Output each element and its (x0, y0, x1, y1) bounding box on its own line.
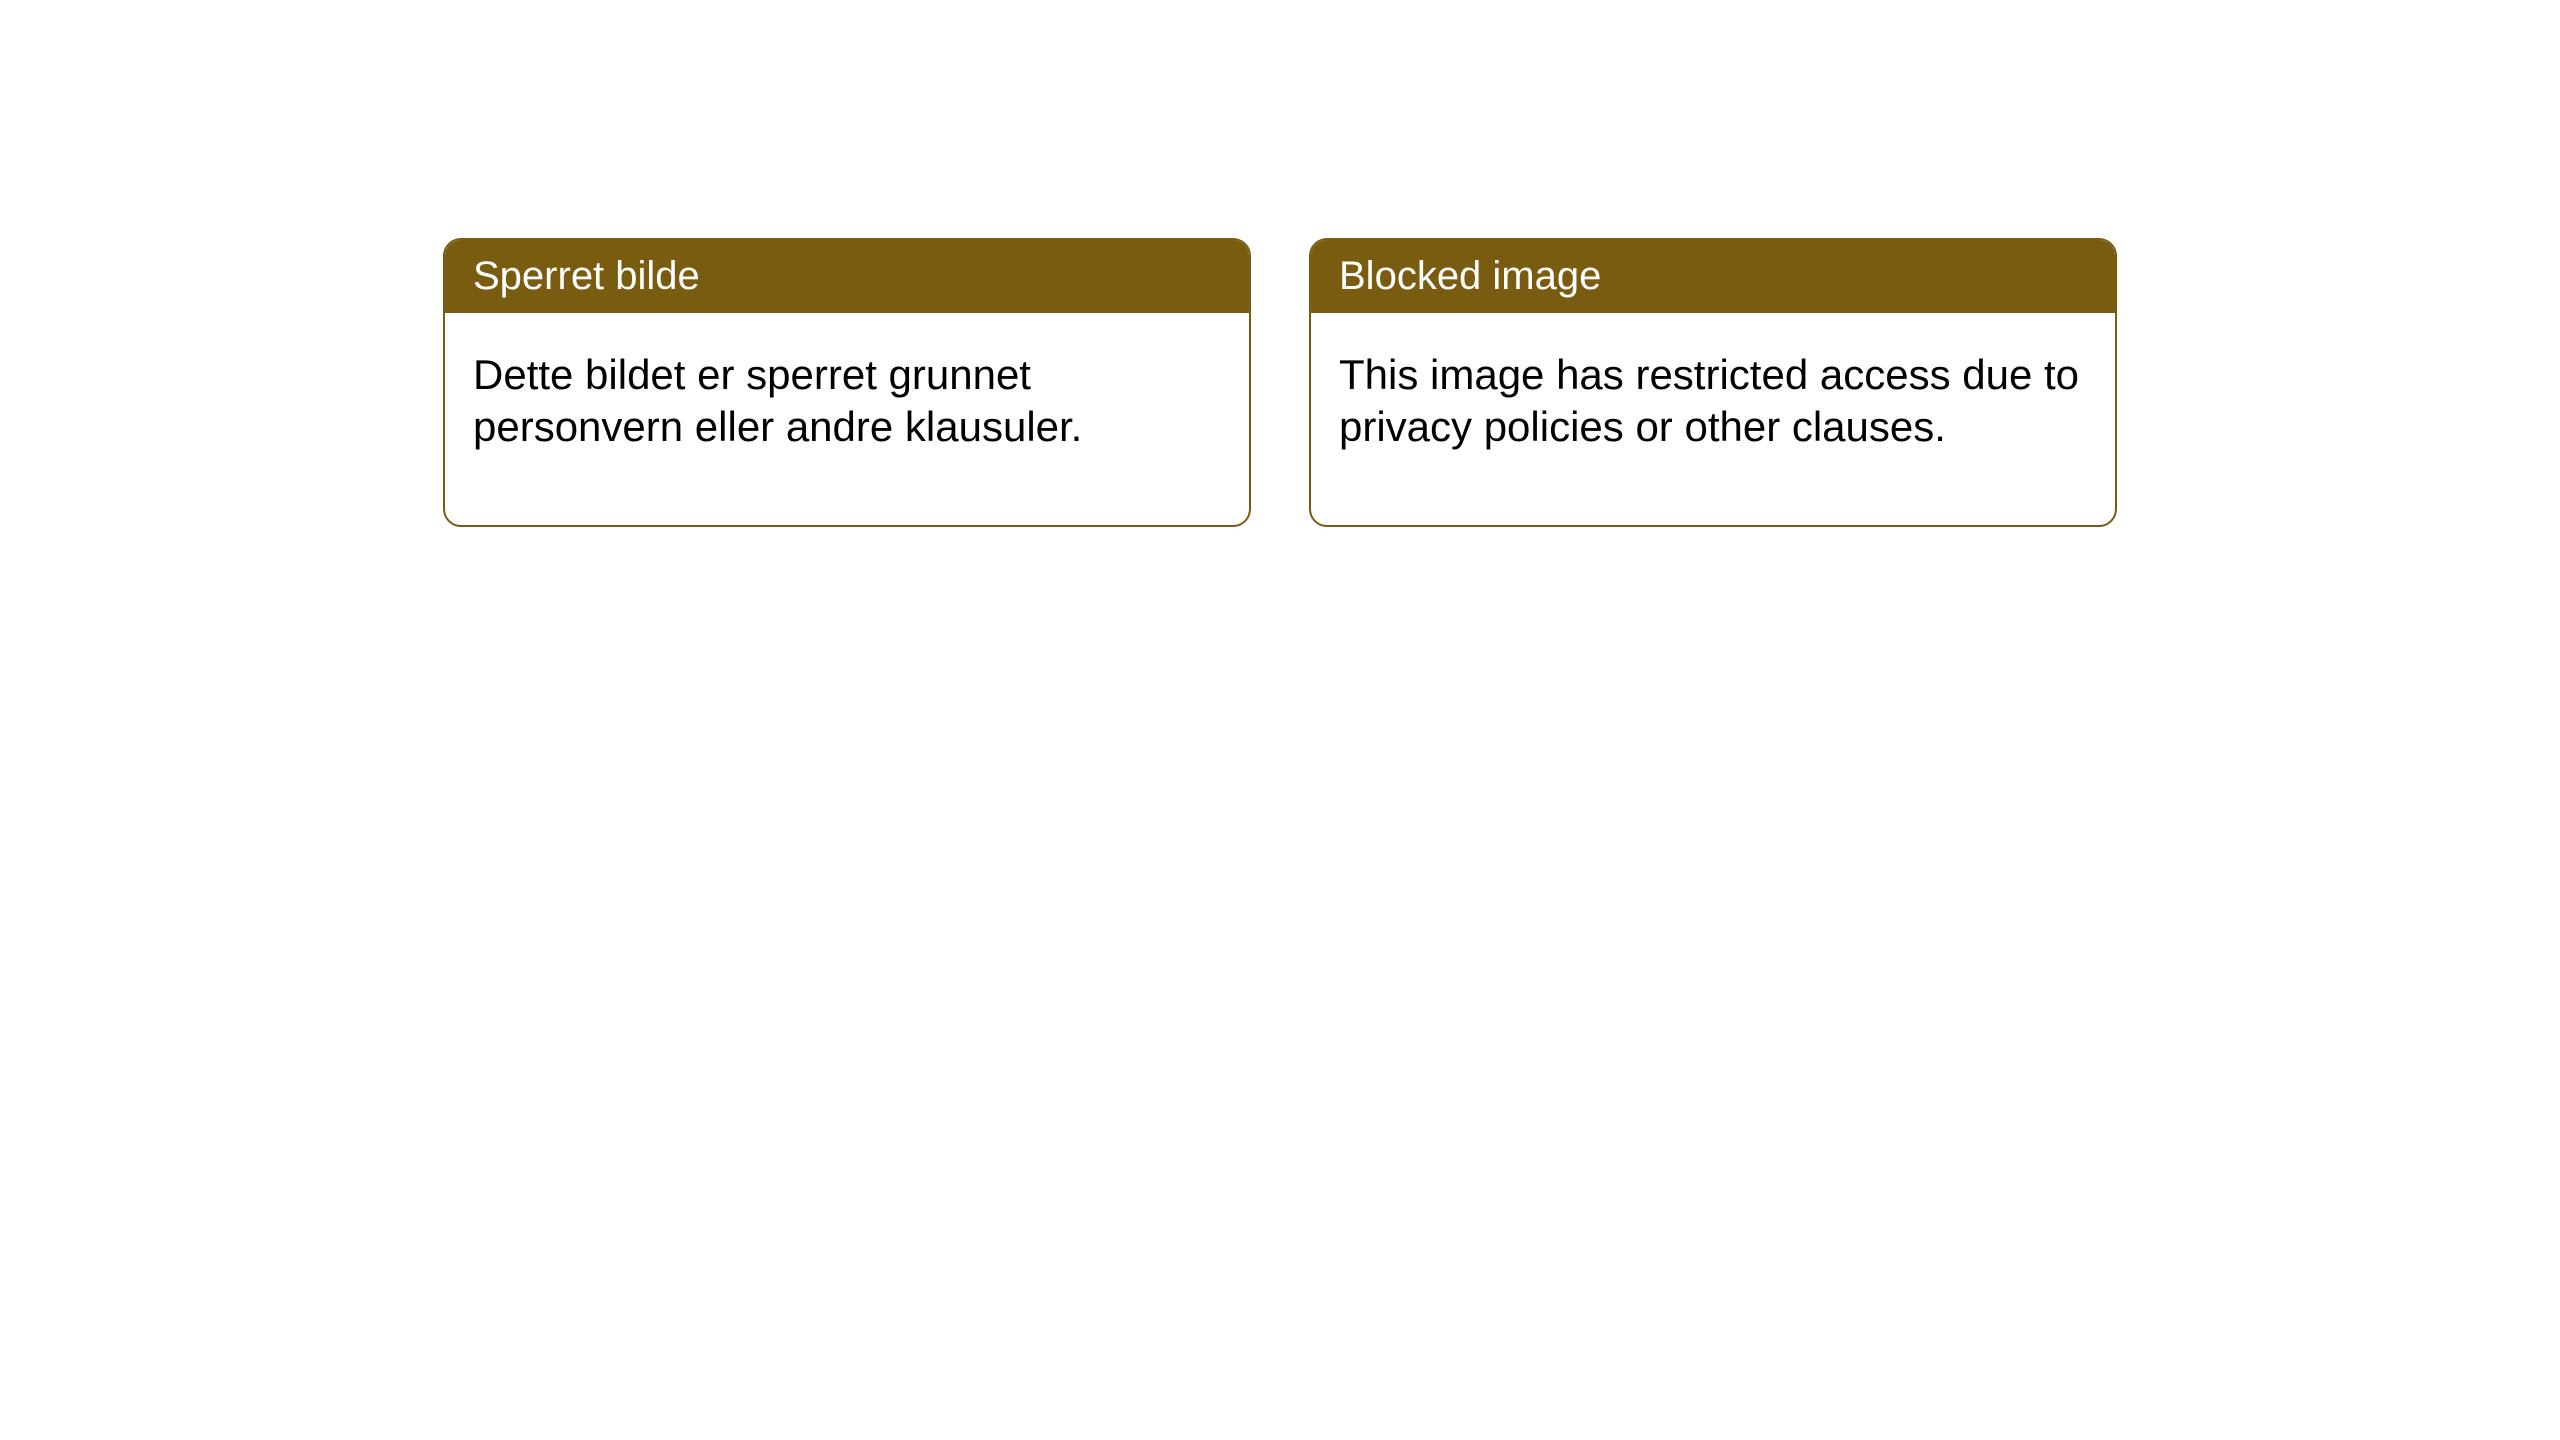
card-title: Blocked image (1339, 254, 1601, 298)
card-header: Sperret bilde (445, 240, 1249, 313)
card-body: Dette bildet er sperret grunnet personve… (445, 313, 1249, 525)
notice-card-norwegian: Sperret bilde Dette bildet er sperret gr… (443, 238, 1251, 527)
card-header: Blocked image (1311, 240, 2115, 313)
card-body-text: Dette bildet er sperret grunnet personve… (473, 351, 1082, 450)
card-title: Sperret bilde (473, 254, 700, 298)
card-body: This image has restricted access due to … (1311, 313, 2115, 525)
card-body-text: This image has restricted access due to … (1339, 351, 2079, 450)
notice-card-english: Blocked image This image has restricted … (1309, 238, 2117, 527)
notice-cards-container: Sperret bilde Dette bildet er sperret gr… (0, 238, 2560, 527)
